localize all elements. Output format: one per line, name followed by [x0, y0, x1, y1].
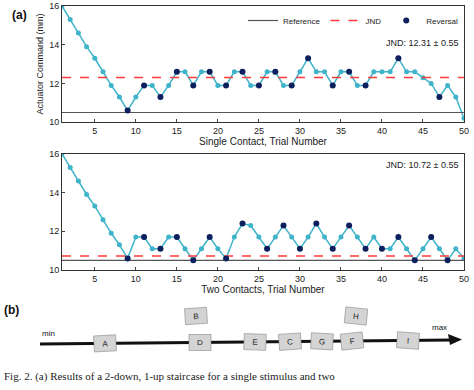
svg-text:5: 5: [92, 126, 97, 136]
svg-text:max: max: [432, 323, 447, 332]
svg-text:Single Contact, Trial Number: Single Contact, Trial Number: [199, 136, 328, 147]
html-text:Fig. 2. (a) Results of a 2-dow: Fig. 2. (a) Results of a 2-down, 1-up st…: [4, 370, 335, 382]
svg-text:min: min: [42, 329, 55, 338]
svg-text:16: 16: [49, 149, 59, 159]
svg-text:10: 10: [49, 117, 59, 127]
svg-text:JND: JND: [365, 17, 381, 26]
svg-text:12: 12: [49, 79, 59, 89]
svg-text:(b): (b): [4, 303, 19, 317]
svg-text:F: F: [349, 337, 355, 346]
svg-text:40: 40: [377, 274, 387, 284]
svg-text:10: 10: [131, 274, 141, 284]
svg-text:20: 20: [213, 274, 223, 284]
svg-text:(a): (a): [12, 8, 27, 22]
svg-text:10: 10: [49, 265, 59, 275]
svg-text:Two Contacts, Trial Number: Two Contacts, Trial Number: [201, 284, 325, 295]
svg-text:A: A: [102, 339, 108, 348]
svg-text:Reference: Reference: [283, 17, 320, 26]
svg-text:10: 10: [131, 126, 141, 136]
svg-text:JND: 10.72 ± 0.55: JND: 10.72 ± 0.55: [386, 160, 458, 170]
svg-text:50: 50: [459, 274, 469, 284]
svg-text:E: E: [252, 338, 258, 347]
svg-text:5: 5: [92, 274, 97, 284]
svg-text:12: 12: [49, 226, 59, 236]
svg-text:I: I: [407, 336, 410, 345]
svg-text:30: 30: [295, 126, 305, 136]
svg-text:G: G: [319, 337, 326, 346]
svg-text:35: 35: [336, 126, 346, 136]
svg-text:30: 30: [295, 274, 305, 284]
svg-text:B: B: [193, 312, 199, 321]
svg-text:Reversal: Reversal: [426, 17, 458, 26]
svg-text:45: 45: [418, 126, 428, 136]
svg-text:16: 16: [49, 1, 59, 11]
svg-text:25: 25: [254, 126, 264, 136]
svg-text:Actuator Command (mm): Actuator Command (mm): [35, 14, 45, 115]
svg-text:25: 25: [254, 274, 264, 284]
svg-text:35: 35: [336, 274, 346, 284]
svg-text:15: 15: [172, 274, 182, 284]
svg-text:40: 40: [377, 126, 387, 136]
svg-text:C: C: [287, 337, 294, 346]
svg-text:JND: 12.31 ± 0.55: JND: 12.31 ± 0.55: [386, 38, 458, 48]
svg-text:50: 50: [459, 126, 469, 136]
svg-text:14: 14: [49, 188, 59, 198]
svg-text:14: 14: [49, 40, 59, 50]
svg-text:D: D: [197, 338, 203, 347]
svg-text:H: H: [353, 312, 360, 322]
svg-text:15: 15: [172, 126, 182, 136]
svg-text:45: 45: [418, 274, 428, 284]
svg-text:20: 20: [213, 126, 223, 136]
